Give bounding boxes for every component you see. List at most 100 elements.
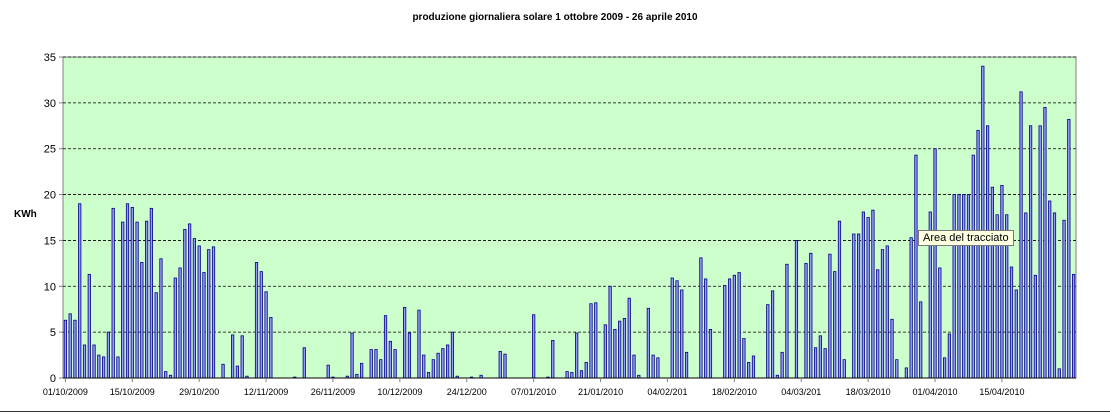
bar[interactable] — [121, 221, 125, 379]
bar[interactable] — [962, 194, 966, 379]
bar[interactable] — [603, 324, 607, 379]
bar[interactable] — [140, 262, 144, 379]
bar[interactable] — [584, 362, 588, 379]
bar[interactable] — [766, 304, 770, 379]
bar[interactable] — [813, 347, 818, 379]
bar[interactable] — [1033, 274, 1037, 379]
bar[interactable] — [149, 207, 153, 379]
bar[interactable] — [794, 240, 799, 379]
bar[interactable] — [1067, 118, 1071, 379]
bar[interactable] — [374, 349, 378, 379]
bar[interactable] — [708, 328, 713, 379]
bar[interactable] — [837, 220, 842, 379]
bar[interactable] — [426, 372, 431, 379]
bar[interactable] — [737, 272, 741, 379]
bar[interactable] — [895, 359, 899, 379]
bar[interactable] — [1024, 212, 1028, 379]
bar[interactable] — [876, 269, 880, 379]
bar[interactable] — [866, 217, 870, 379]
bar[interactable] — [264, 291, 268, 379]
bar[interactable] — [986, 125, 990, 379]
bar[interactable] — [197, 245, 201, 379]
bar[interactable] — [885, 245, 889, 379]
bar[interactable] — [164, 371, 168, 379]
bar[interactable] — [971, 154, 975, 379]
bar[interactable] — [579, 370, 584, 379]
bar[interactable] — [565, 371, 569, 379]
bar[interactable] — [909, 237, 913, 379]
bar[interactable] — [125, 203, 130, 379]
bar[interactable] — [732, 274, 736, 379]
bar[interactable] — [651, 354, 655, 379]
bar[interactable] — [699, 257, 703, 379]
bar[interactable] — [570, 372, 574, 379]
bar[interactable] — [431, 359, 435, 379]
bar[interactable] — [904, 367, 908, 379]
bar[interactable] — [670, 277, 674, 379]
bar[interactable] — [78, 203, 82, 379]
bar[interactable] — [780, 351, 784, 379]
bar[interactable] — [302, 347, 306, 379]
bar[interactable] — [240, 335, 244, 379]
bar[interactable] — [1014, 289, 1018, 379]
bar[interactable] — [675, 280, 679, 379]
bar[interactable] — [804, 262, 808, 379]
bar[interactable] — [618, 320, 622, 379]
bar[interactable] — [747, 362, 751, 379]
bar[interactable] — [116, 356, 120, 379]
bar[interactable] — [551, 339, 555, 379]
bar[interactable] — [422, 354, 426, 379]
bar[interactable] — [656, 357, 660, 379]
bar[interactable] — [532, 314, 536, 379]
bar[interactable] — [1038, 125, 1042, 379]
bar[interactable] — [823, 348, 827, 379]
bar[interactable] — [178, 267, 182, 379]
bar[interactable] — [97, 354, 101, 379]
bar[interactable] — [68, 313, 72, 379]
bar[interactable] — [828, 253, 832, 379]
bar[interactable] — [207, 249, 211, 379]
bar[interactable] — [770, 290, 775, 379]
bar[interactable] — [202, 272, 206, 379]
bar[interactable] — [1052, 212, 1057, 379]
bar[interactable] — [379, 359, 383, 379]
bar[interactable] — [680, 289, 684, 379]
bar[interactable] — [957, 194, 961, 379]
bar[interactable] — [92, 344, 96, 379]
bar[interactable] — [861, 211, 865, 379]
bar[interactable] — [1048, 200, 1052, 379]
bar[interactable] — [833, 271, 837, 379]
bar[interactable] — [919, 301, 923, 379]
bar[interactable] — [183, 229, 187, 379]
bar[interactable] — [221, 363, 225, 379]
bar[interactable] — [627, 297, 631, 379]
bar[interactable] — [742, 338, 746, 379]
bar[interactable] — [880, 249, 885, 379]
bar[interactable] — [646, 307, 650, 379]
bar[interactable] — [111, 207, 115, 379]
bar[interactable] — [350, 332, 354, 379]
bar[interactable] — [990, 186, 994, 379]
bar[interactable] — [938, 267, 942, 379]
bar[interactable] — [145, 220, 149, 379]
bar[interactable] — [966, 194, 971, 379]
bar[interactable] — [1072, 273, 1076, 379]
bar[interactable] — [1029, 125, 1033, 379]
bar[interactable] — [914, 154, 918, 379]
bar[interactable] — [235, 365, 240, 379]
bar[interactable] — [622, 317, 627, 379]
bar[interactable] — [856, 233, 861, 379]
bar[interactable] — [608, 285, 612, 379]
bar[interactable] — [976, 129, 980, 379]
bar[interactable] — [130, 207, 134, 379]
bar[interactable] — [82, 344, 87, 379]
bar[interactable] — [498, 350, 502, 379]
bar[interactable] — [981, 65, 985, 379]
bar[interactable] — [871, 209, 875, 379]
bar[interactable] — [890, 318, 894, 379]
bar[interactable] — [355, 373, 359, 379]
bar[interactable] — [383, 315, 388, 379]
bar[interactable] — [188, 223, 192, 379]
bar[interactable] — [159, 258, 163, 379]
